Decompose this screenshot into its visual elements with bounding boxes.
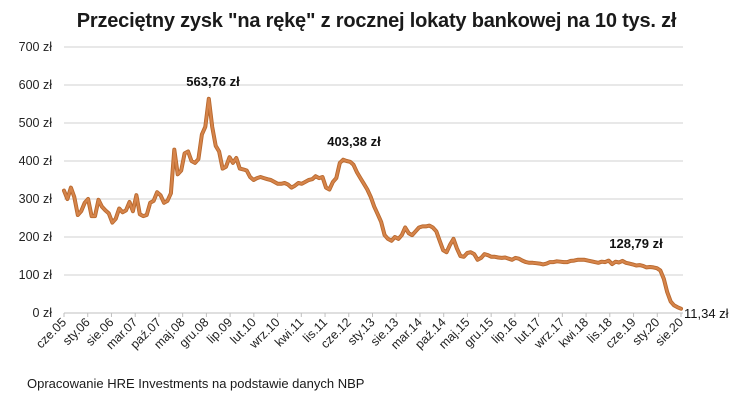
data-line: [62, 97, 683, 310]
y-tick-label: 100 zł: [19, 268, 53, 282]
y-tick-label: 0 zł: [33, 306, 53, 320]
x-tick-label: lip.09: [204, 315, 235, 346]
y-tick-label: 600 zł: [19, 78, 53, 92]
data-label: 11,34 zł: [684, 306, 729, 321]
y-tick-label: 300 zł: [19, 192, 53, 206]
y-tick-label: 400 zł: [19, 154, 53, 168]
source-note: Opracowanie HRE Investments na podstawie…: [27, 376, 365, 391]
data-label: 403,38 zł: [327, 134, 381, 149]
y-tick-label: 700 zł: [19, 40, 53, 54]
y-tick-label: 500 zł: [19, 116, 53, 130]
x-tick-label: lip.16: [489, 315, 520, 346]
data-label: 128,79 zł: [609, 236, 663, 251]
y-axis: 0 zł 100 zł 200 zł 300 zł 400 zł 500 zł 600 zł…: [19, 40, 53, 320]
annotations: 563,76 zł 403,38 zł 128,79 zł 11,34 zł: [186, 74, 728, 321]
chart-title: Przeciętny zysk "na rękę" z rocznej loka…: [76, 10, 677, 32]
data-label: 563,76 zł: [186, 74, 240, 89]
gridlines: [64, 46, 683, 314]
x-tick-label: sie.20: [653, 315, 687, 349]
y-tick-label: 200 zł: [19, 230, 53, 244]
x-axis: cze.05sty.06sie.06mar.07paź.07maj.08gru.…: [33, 313, 686, 352]
series-line: [62, 96, 683, 311]
